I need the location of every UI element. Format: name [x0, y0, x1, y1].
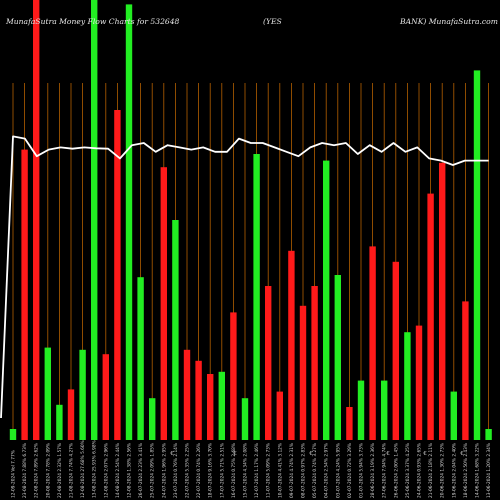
x-tick-label: 26-06-2024 2.00% 1.45% — [393, 443, 399, 498]
x-axis-labels: 12-09-2024 Vol 7.77% 23-08-2024 7.88% 6.7… — [11, 440, 493, 498]
x-tick-label: 19-06-2024 2.04% 2.40% — [451, 443, 457, 498]
x-tick-label: 14-08-2024 2.54% 2.44% — [115, 443, 121, 498]
axis-marker: € — [170, 451, 174, 457]
bar-red — [114, 110, 121, 440]
bar-green — [79, 349, 86, 440]
bar-red — [392, 261, 399, 440]
x-tick-label: 25-07-2024 2.09% 1.85% — [150, 443, 156, 498]
bar-green — [218, 371, 225, 440]
bar-red — [369, 246, 376, 440]
x-tick-label: 24-07-2024 1.96% 2.95% — [161, 443, 167, 498]
bar-green — [485, 429, 492, 440]
bar-red — [21, 149, 28, 440]
x-tick-label: 26-07-2024 2.23% 3.41% — [138, 443, 144, 498]
x-tick-label: 18-07-2024 9.16% 3.70% — [208, 443, 214, 498]
x-tick-label: 22-08-2024 7.89% 2.62% — [34, 443, 40, 498]
chart-title-mid: (YES — [263, 17, 282, 26]
bar-green — [137, 277, 144, 440]
x-tick-label: 12-07-2024 1.17% 2.46% — [254, 443, 260, 498]
x-tick-label: 02-07-2024 0.72% 3.29% — [347, 443, 353, 498]
bar-red — [195, 360, 202, 440]
bar-green — [450, 391, 457, 440]
x-tick-label: 22-07-2024 5.35% 2.25% — [185, 443, 191, 498]
bar-green — [9, 429, 17, 440]
bar-green — [91, 0, 98, 440]
bar-red — [33, 0, 40, 440]
bar-red — [207, 374, 214, 440]
x-tick-label: 08-07-2024 0.97% 2.83% — [301, 443, 307, 498]
bar-green — [44, 347, 51, 440]
x-tick-label: 22-07-2024 0.74% 2.26% — [196, 443, 202, 498]
x-tick-label: 22-08-2024 2.32% 1.57% — [57, 443, 63, 498]
bars — [9, 0, 492, 441]
bar-green — [241, 398, 249, 440]
x-tick-label: 25-06-2024 3.37% 4.25% — [405, 443, 411, 498]
bar-green — [56, 404, 63, 440]
x-tick-label: 12-08-2024 1.38% 2.56% — [127, 443, 133, 498]
axis-marker: € — [386, 451, 390, 457]
x-tick-label: 12-08-2024 2.07% 2.96% — [103, 443, 109, 498]
bar-red — [427, 193, 434, 440]
axis-marker: € — [423, 451, 427, 457]
bar-red — [311, 286, 318, 440]
bar-green — [473, 70, 481, 441]
bar-green — [404, 332, 411, 440]
x-tick-label: 13-06-2024 1.20% 2.34% — [486, 443, 492, 498]
bar-red — [102, 354, 109, 440]
bar-red — [439, 162, 446, 441]
axis-markers: € € € € € € — [170, 451, 464, 457]
chart-title-right: BANK) MunafaSutra.com — [399, 17, 498, 26]
bar-green — [334, 275, 341, 440]
axis-marker: € — [460, 451, 464, 457]
x-tick-label: 10-07-2024 4.41% 3.12% — [277, 443, 283, 498]
money-flow-line — [0, 135, 489, 419]
x-tick-label: 05-07-2024 0.74% 3.27% — [312, 443, 318, 498]
x-tick-label: 09-07-2024 4.74% 2.31% — [289, 443, 295, 498]
bar-green — [357, 380, 365, 440]
x-tick-label: 03-07-2024 4.24% 5.95% — [335, 443, 341, 498]
x-tick-label: 16-07-2024 0.75% 2.68% — [231, 443, 237, 498]
x-tick-label: 28-06-2024 3.19% 2.36% — [370, 443, 376, 498]
x-tick-label: 15-07-2024 4.34% 2.08% — [243, 443, 249, 498]
x-tick-label: 23-08-2024 7.88% 6.73% — [22, 443, 28, 498]
x-tick-label: 12-08-2024 27.68% 5.60% — [80, 440, 86, 498]
chart-title-left: MunafaSutra Money Flow Charts for 532648 — [5, 17, 180, 26]
bar-green — [172, 220, 179, 440]
bar-red — [67, 389, 75, 440]
bar-green — [149, 398, 156, 440]
bar-green — [253, 154, 260, 440]
x-tick-label: 20-06-2024 1.30% 2.73% — [440, 443, 446, 498]
bar-red — [276, 391, 283, 440]
x-tick-label: 24-06-2024 0.93% 2.65% — [417, 443, 423, 498]
bar-red — [230, 312, 237, 440]
axis-marker: € — [233, 451, 237, 457]
x-tick-label: 04-07-2024 2.54% 2.97% — [324, 443, 330, 498]
x-tick-label: 17-07-2024 5.71% 2.51% — [219, 443, 225, 498]
x-tick-label: 23-07-2024 0.76% 2.14% — [173, 443, 179, 498]
x-tick-label: 01-07-2024 5.94% 3.73% — [359, 443, 365, 498]
x-tick-label: 21-08-2024 7.74% 4.27% — [69, 443, 75, 498]
bar-red — [265, 286, 272, 440]
bar-red — [160, 167, 167, 440]
x-tick-label: 27-06-2024 7.94% 4.74% — [382, 443, 388, 498]
bar-red — [288, 250, 295, 440]
x-tick-label: 21-06-2024 2.18% 2.11% — [428, 443, 434, 498]
bar-red — [462, 301, 469, 440]
x-tick-label: 13-08-2024 25.93% 6.98% — [92, 440, 98, 498]
bar-green — [125, 4, 133, 441]
bar-green — [323, 160, 330, 440]
axis-marker: € — [309, 451, 313, 457]
bar-red — [415, 325, 423, 440]
bar-green — [381, 380, 388, 440]
x-tick-label: 11-07-2024 5.09% 2.73% — [266, 443, 272, 498]
x-tick-label: 18-06-2024 2.50% 2.43% — [463, 443, 469, 498]
x-tick-label: 14-06-2024 1.68% 3.22% — [475, 443, 481, 498]
bar-red — [299, 305, 307, 440]
x-tick-label: 20-08-2024 7.78% 2.09% — [45, 443, 51, 498]
bar-red — [346, 407, 353, 440]
x-tick-label: 12-09-2024 Vol 7.77% — [11, 450, 17, 498]
bar-red — [183, 349, 191, 440]
